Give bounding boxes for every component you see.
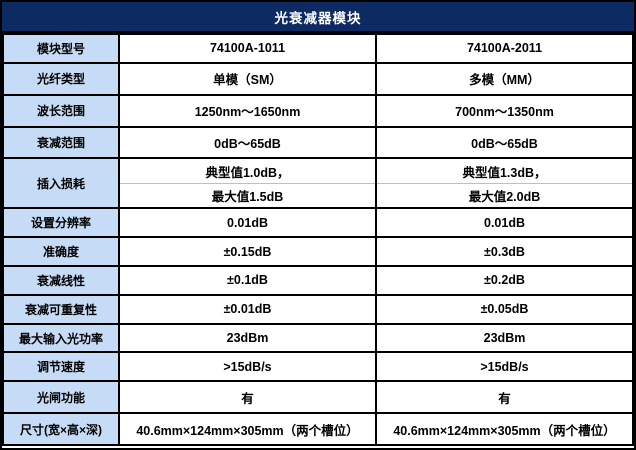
row-label: 光纤类型 <box>2 61 120 96</box>
row-label: 光闸功能 <box>2 380 120 415</box>
row-value: ±0.01dB <box>118 293 377 325</box>
row-value: 有 <box>118 380 377 415</box>
row-value: ±0.1dB <box>118 264 377 296</box>
table-row: 准确度 ±0.15dB ±0.3dB <box>2 236 634 267</box>
table-row: 光纤类型 单模（SM） 多模（MM） <box>2 61 634 96</box>
table-row: 插入损耗 典型值1.0dB， 最大值1.5dB 典型值1.3dB， 最大值2.0dB <box>2 157 634 210</box>
row-value: 0.01dB <box>375 207 634 239</box>
spec-table-body: 模块型号 74100A-1011 74100A-2011 光纤类型 单模（SM） 多模（M… <box>2 33 634 446</box>
table-row: 模块型号 74100A-1011 74100A-2011 <box>2 33 634 64</box>
table-row: 波长范围 1250nm～1650nm 700nm～1350nm <box>2 93 634 128</box>
row-label: 衰减范围 <box>2 125 120 160</box>
row-value: 典型值1.0dB， 最大值1.5dB <box>118 157 377 210</box>
row-value: 典型值1.3dB， 最大值2.0dB <box>375 157 634 210</box>
table-row: 衰减可重复性 ±0.01dB ±0.05dB <box>2 293 634 325</box>
row-label: 尺寸(宽×高×深) <box>2 412 120 446</box>
row-value: 多模（MM） <box>375 61 634 96</box>
spec-table: 模块型号 74100A-1011 74100A-2011 光纤类型 单模（SM） 多模（M… <box>2 33 634 446</box>
row-value: 0.01dB <box>118 207 377 239</box>
row-value-line: 最大值1.5dB <box>211 190 284 205</box>
row-label: 衰减线性 <box>2 264 120 296</box>
row-value: 23dBm <box>375 322 634 354</box>
row-label: 波长范围 <box>2 93 120 128</box>
row-value-line: 典型值1.3dB， <box>378 160 631 184</box>
row-value: 74100A-2011 <box>375 33 634 64</box>
row-value-line: 典型值1.0dB， <box>121 160 374 184</box>
row-value: 700nm～1350nm <box>375 93 634 128</box>
row-value-lines: 典型值1.0dB， 最大值1.5dB <box>121 160 374 206</box>
row-label: 设置分辨率 <box>2 207 120 239</box>
row-label: 衰减可重复性 <box>2 293 120 325</box>
row-value: 单模（SM） <box>118 61 377 96</box>
table-title: 光衰减器模块 <box>2 2 634 33</box>
row-value: 23dBm <box>118 322 377 354</box>
row-label: 调节速度 <box>2 351 120 383</box>
table-row: 设置分辨率 0.01dB 0.01dB <box>2 207 634 239</box>
table-row: 光闸功能有有 <box>2 380 634 415</box>
row-label: 插入损耗 <box>2 157 120 210</box>
row-value: 40.6mm×124mm×305mm（两个槽位） <box>118 412 377 446</box>
row-value: 0dB～65dB <box>375 125 634 160</box>
table-row: 调节速度 >15dB/s >15dB/s <box>2 351 634 383</box>
row-value: 40.6mm×124mm×305mm（两个槽位） <box>375 412 634 446</box>
table-row: 最大输入光功率 23dBm 23dBm <box>2 322 634 354</box>
table-row: 衰减范围 0dB～65dB 0dB～65dB <box>2 125 634 160</box>
row-value: ±0.3dB <box>375 236 634 267</box>
table-row: 衰减线性 ±0.1dB ±0.2dB <box>2 264 634 296</box>
row-value: ±0.15dB <box>118 236 377 267</box>
row-label: 模块型号 <box>2 33 120 64</box>
row-value: >15dB/s <box>375 351 634 383</box>
row-value-lines: 典型值1.3dB， 最大值2.0dB <box>378 160 631 206</box>
row-label: 准确度 <box>2 236 120 267</box>
row-value: 1250nm～1650nm <box>118 93 377 128</box>
row-value: 有 <box>375 380 634 415</box>
row-label: 最大输入光功率 <box>2 322 120 354</box>
row-value-line: 最大值2.0dB <box>468 190 541 205</box>
row-value: ±0.05dB <box>375 293 634 325</box>
table-row: 尺寸(宽×高×深) 40.6mm×124mm×305mm（两个槽位） 40.6mm×… <box>2 412 634 446</box>
row-value: ±0.2dB <box>375 264 634 296</box>
row-value: 74100A-1011 <box>118 33 377 64</box>
row-value: 0dB～65dB <box>118 125 377 160</box>
row-value: >15dB/s <box>118 351 377 383</box>
